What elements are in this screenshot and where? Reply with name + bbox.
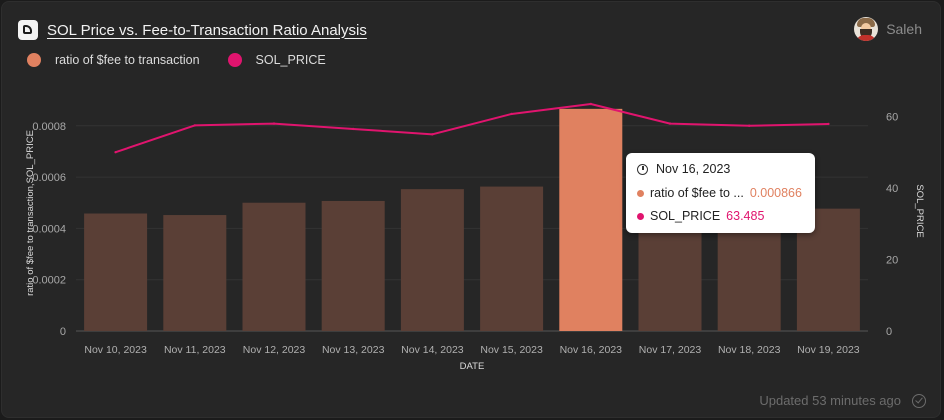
- y2-tick-label: 0: [886, 326, 892, 338]
- line-point: [431, 133, 434, 136]
- y-tick-label: 0.0006: [32, 172, 66, 184]
- x-tick-label: Nov 12, 2023: [243, 344, 306, 356]
- y2-tick-label: 20: [886, 254, 898, 266]
- x-tick-label: Nov 10, 2023: [84, 344, 147, 356]
- avatar[interactable]: [854, 17, 879, 41]
- bar[interactable]: [480, 186, 544, 331]
- updated-timestamp: Updated 53 minutes ago: [759, 393, 901, 408]
- x-tick-label: Nov 18, 2023: [718, 344, 781, 356]
- legend-item-ratio[interactable]: ratio of $fee to transaction: [27, 53, 200, 67]
- tooltip-swatch-ratio: [637, 189, 644, 197]
- x-tick-label: Nov 11, 2023: [164, 344, 226, 356]
- bar[interactable]: [163, 215, 227, 331]
- tooltip-swatch-sol-price: [637, 212, 644, 220]
- x-tick-label: Nov 17, 2023: [639, 344, 702, 356]
- x-tick-label: Nov 19, 2023: [797, 344, 860, 356]
- legend-label-sol-price: SOL_PRICE: [255, 53, 326, 67]
- bar[interactable]: [242, 202, 306, 331]
- chart-footer: Updated 53 minutes ago: [759, 393, 926, 408]
- x-tick-label: Nov 16, 2023: [560, 344, 623, 356]
- line-point: [272, 122, 276, 125]
- tooltip-date-row: Nov 16, 2023: [637, 162, 730, 176]
- tooltip-label-sol-price: SOL_PRICE: [650, 209, 721, 223]
- tooltip-date: Nov 16, 2023: [656, 162, 731, 176]
- chart-header: SOL Price vs. Fee-to-Transaction Ratio A…: [18, 19, 367, 41]
- legend-swatch-ratio: [27, 53, 41, 67]
- line-point: [193, 124, 196, 127]
- y-tick-label: 0.0008: [32, 121, 66, 133]
- user-name[interactable]: Saleh: [886, 21, 922, 37]
- bar[interactable]: [84, 213, 148, 331]
- tooltip-value-sol-price: 63.485: [726, 209, 765, 223]
- y-tick-label: 0.0004: [32, 223, 66, 235]
- sol-price-line: [115, 102, 829, 154]
- clock-icon: [637, 163, 648, 175]
- x-tick-label: Nov 15, 2023: [480, 344, 543, 356]
- bar[interactable]: [400, 189, 464, 331]
- tooltip-label-ratio: ratio of $fee to ...: [650, 186, 744, 200]
- x-tick-label: Nov 13, 2023: [322, 344, 385, 356]
- line-point: [352, 127, 355, 131]
- tooltip-row-sol-price: SOL_PRICE 63.485: [637, 209, 764, 223]
- user-profile[interactable]: Saleh: [854, 17, 922, 41]
- legend-swatch-sol-price: [227, 53, 242, 67]
- y-tick-label: 0: [60, 326, 66, 338]
- y-tick-label: 0.0002: [32, 275, 66, 287]
- tooltip-value-ratio: 0.000866: [749, 186, 802, 200]
- legend-label-ratio: ratio of $fee to transaction: [55, 53, 200, 67]
- y2-tick-label: 40: [886, 183, 898, 195]
- line-point: [589, 102, 592, 106]
- y2-tick-label: 60: [886, 111, 898, 123]
- check-circle-icon: [912, 393, 926, 408]
- chart-legend: ratio of $fee to transaction SOL_PRICE: [27, 53, 354, 67]
- bar[interactable]: [321, 200, 385, 331]
- y2-axis-label: SOL_PRICE: [914, 184, 925, 237]
- line-point: [827, 122, 830, 126]
- y-axis-label: ratio of $fee to transaction,SOL_PRICE: [25, 130, 36, 296]
- line-point: [510, 112, 513, 116]
- chart-title-link[interactable]: SOL Price vs. Fee-to-Transaction Ratio A…: [47, 21, 367, 39]
- line-point: [114, 151, 117, 154]
- line-point: [748, 124, 751, 127]
- chart-tooltip: Nov 16, 2023 ratio of $fee to ... 0.0008…: [626, 153, 815, 233]
- tooltip-row-ratio: ratio of $fee to ... 0.000866: [637, 186, 802, 200]
- x-axis-label: DATE: [460, 361, 485, 372]
- bar[interactable]: [559, 108, 623, 331]
- app-logo-icon[interactable]: [18, 20, 38, 40]
- x-tick-label: Nov 14, 2023: [401, 344, 464, 356]
- line-point: [668, 122, 672, 125]
- legend-item-sol-price[interactable]: SOL_PRICE: [227, 53, 326, 67]
